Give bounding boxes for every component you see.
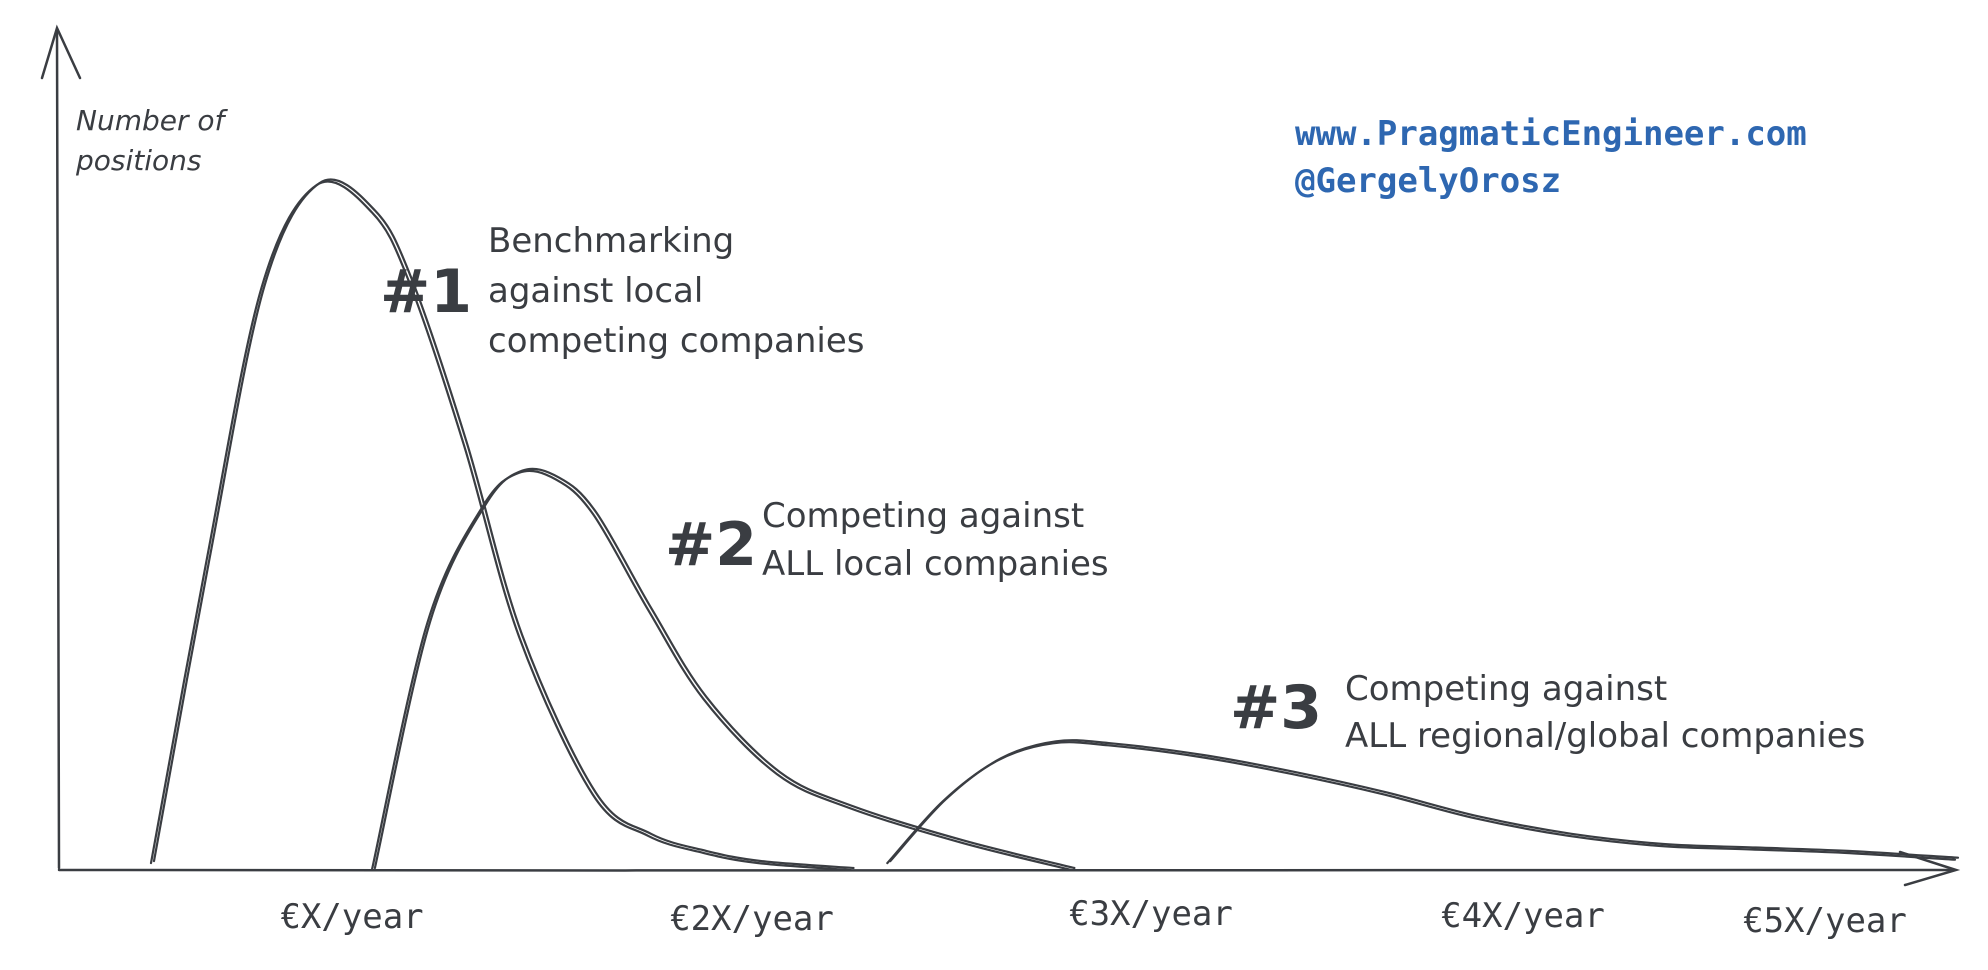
series-1-label-line-1: Benchmarking bbox=[488, 221, 734, 261]
credit-handle: @GergelyOrosz bbox=[1295, 161, 1561, 201]
credit: www.PragmaticEngineer.com @GergelyOrosz bbox=[1295, 114, 1807, 201]
series-1-line-sketch bbox=[152, 178, 855, 870]
x-tick-label-2: €2X/year bbox=[670, 899, 834, 939]
series-1-number: #1 bbox=[380, 257, 472, 327]
series-3-label-line-2: ALL regional/global companies bbox=[1345, 716, 1865, 756]
y-axis-label: Number of positions bbox=[75, 104, 233, 177]
series-2-annotation: #2 Competing against ALL local companies bbox=[665, 496, 1109, 584]
y-axis bbox=[55, 28, 61, 870]
axes bbox=[40, 24, 1961, 887]
series-2-label: Competing against ALL local companies bbox=[762, 496, 1109, 584]
credit-website: www.PragmaticEngineer.com bbox=[1295, 114, 1807, 154]
x-tick-label-4: €4X/year bbox=[1441, 896, 1605, 936]
x-tick-label-5: €5X/year bbox=[1743, 901, 1907, 941]
y-axis-label-line-1: Number of bbox=[76, 104, 229, 137]
x-tick-label-1: €X/year bbox=[280, 897, 423, 937]
series-3-label-line-1: Competing against bbox=[1345, 669, 1667, 709]
series-3-line bbox=[886, 741, 1957, 865]
series-2-line bbox=[370, 469, 1073, 872]
series-1-label-line-3: competing companies bbox=[488, 321, 865, 361]
series-2-label-line-2: ALL local companies bbox=[762, 544, 1109, 584]
series-3-number: #3 bbox=[1230, 673, 1322, 743]
series-3-annotation: #3 Competing against ALL regional/global… bbox=[1230, 669, 1865, 756]
y-axis-arrow-head bbox=[40, 24, 82, 80]
series-1-line bbox=[149, 180, 852, 872]
series-1-annotation: #1 Benchmarking against local competing … bbox=[380, 221, 865, 361]
series-3-line-sketch bbox=[889, 739, 1960, 863]
series-2-label-line-1: Competing against bbox=[762, 496, 1084, 536]
series-1-label-line-2: against local bbox=[488, 271, 703, 311]
series-2-line-sketch bbox=[373, 467, 1076, 870]
x-tick-labels: €X/year €2X/year €3X/year €4X/year €5X/y… bbox=[280, 894, 1907, 941]
series-1-label: Benchmarking against local competing com… bbox=[488, 221, 865, 361]
series-3-label: Competing against ALL regional/global co… bbox=[1345, 669, 1865, 756]
series-curves bbox=[149, 178, 1960, 872]
x-tick-label-3: €3X/year bbox=[1069, 894, 1233, 934]
series-2-number: #2 bbox=[665, 510, 757, 580]
y-axis-label-line-2: positions bbox=[75, 144, 202, 177]
